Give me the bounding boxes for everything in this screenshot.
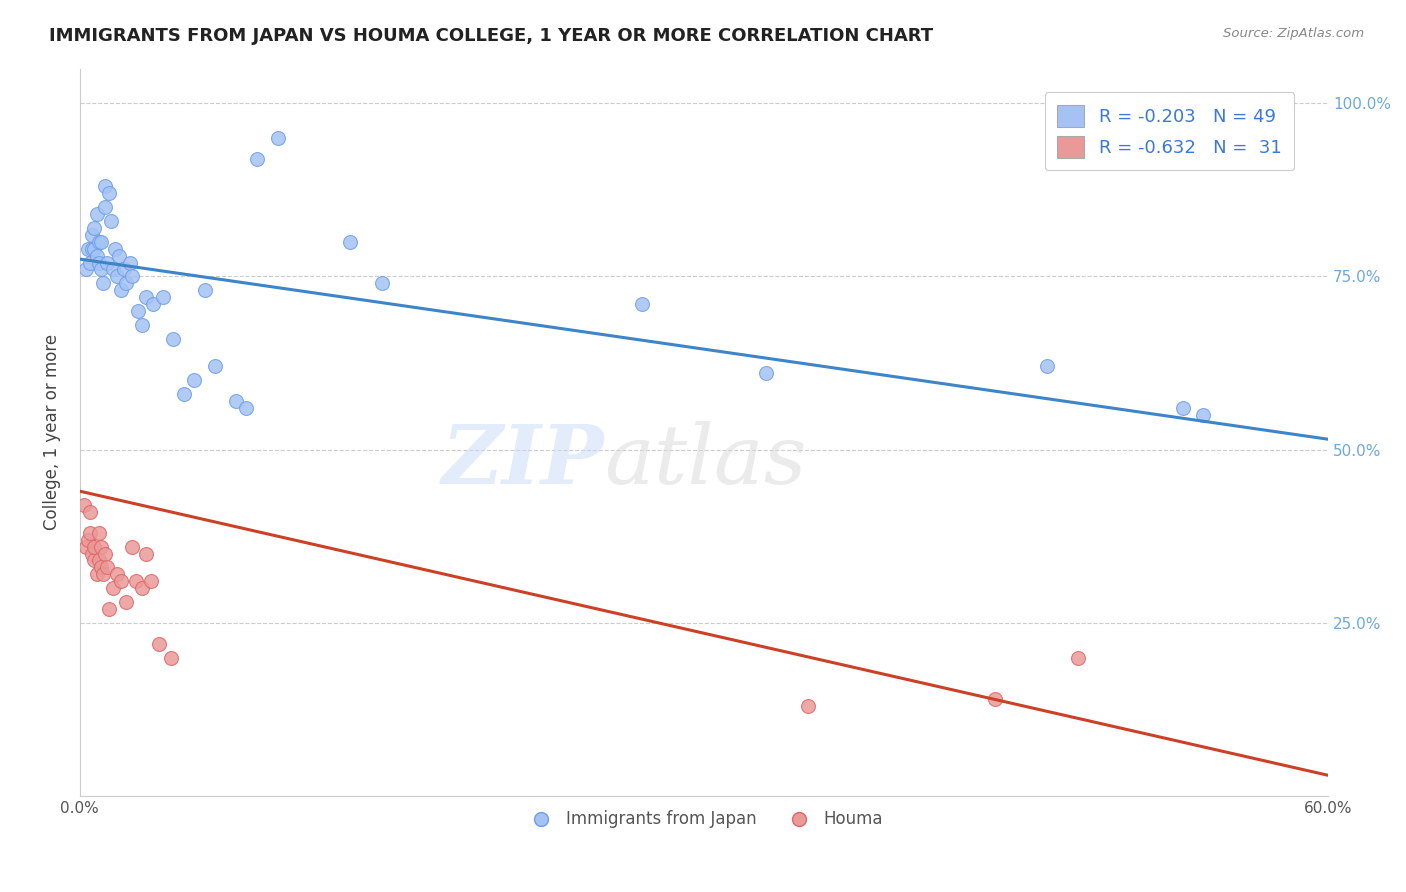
Point [87, 235, 110, 249]
Point [148, 637, 170, 651]
Point [83, 242, 105, 256]
Point [121, 269, 143, 284]
Point [225, 394, 247, 409]
Point [73, 498, 96, 512]
Point [118, 255, 141, 269]
Point [79, 255, 101, 269]
Point [79, 525, 101, 540]
Point [90, 560, 112, 574]
Point [235, 401, 257, 415]
Point [370, 277, 392, 291]
Point [1171, 401, 1194, 415]
Point [75, 262, 97, 277]
Point [94, 200, 117, 214]
Point [110, 574, 132, 589]
Point [90, 235, 112, 249]
Point [984, 692, 1007, 706]
Point [131, 318, 153, 332]
Point [142, 297, 165, 311]
Point [114, 595, 136, 609]
Point [87, 525, 110, 540]
Point [630, 297, 652, 311]
Point [246, 152, 269, 166]
Point [108, 249, 131, 263]
Point [183, 373, 205, 387]
Point [98, 186, 121, 201]
Point [110, 283, 132, 297]
Point [101, 262, 124, 277]
Text: ZIP: ZIP [441, 421, 605, 501]
Point [82, 227, 104, 242]
Point [87, 255, 110, 269]
Legend: Immigrants from Japan, Houma: Immigrants from Japan, Houma [517, 804, 890, 835]
Point [114, 277, 136, 291]
Point [160, 650, 183, 665]
Point [1036, 359, 1059, 374]
Point [86, 249, 108, 263]
Text: Source: ZipAtlas.com: Source: ZipAtlas.com [1223, 27, 1364, 40]
Point [91, 277, 114, 291]
Point [86, 567, 108, 582]
Point [83, 220, 105, 235]
Point [98, 602, 121, 616]
Point [79, 505, 101, 519]
Point [83, 540, 105, 554]
Point [1192, 408, 1215, 422]
Point [90, 540, 112, 554]
Point [204, 359, 226, 374]
Point [94, 547, 117, 561]
Point [135, 547, 157, 561]
Point [91, 567, 114, 582]
Point [82, 547, 104, 561]
Point [1067, 650, 1090, 665]
Point [90, 262, 112, 277]
Point [194, 283, 217, 297]
Text: IMMIGRANTS FROM JAPAN VS HOUMA COLLEGE, 1 YEAR OR MORE CORRELATION CHART: IMMIGRANTS FROM JAPAN VS HOUMA COLLEGE, … [49, 27, 934, 45]
Point [105, 567, 128, 582]
Point [127, 304, 149, 318]
Point [104, 242, 127, 256]
Point [125, 574, 148, 589]
Point [75, 540, 97, 554]
Text: atlas: atlas [605, 421, 807, 501]
Point [101, 581, 124, 595]
Point [105, 269, 128, 284]
Point [339, 235, 361, 249]
Point [135, 290, 157, 304]
Point [173, 387, 195, 401]
Point [162, 332, 184, 346]
Point [77, 242, 100, 256]
Point [94, 179, 117, 194]
Point [77, 533, 100, 547]
Point [112, 262, 135, 277]
Point [755, 367, 778, 381]
Point [131, 581, 153, 595]
Point [152, 290, 174, 304]
Point [100, 214, 122, 228]
Point [82, 242, 104, 256]
Point [83, 553, 105, 567]
Point [96, 255, 118, 269]
Point [797, 698, 820, 713]
Point [86, 207, 108, 221]
Point [87, 553, 110, 567]
Y-axis label: College, 1 year or more: College, 1 year or more [44, 334, 60, 531]
Point [121, 540, 143, 554]
Point [96, 560, 118, 574]
Point [266, 130, 288, 145]
Point [139, 574, 162, 589]
